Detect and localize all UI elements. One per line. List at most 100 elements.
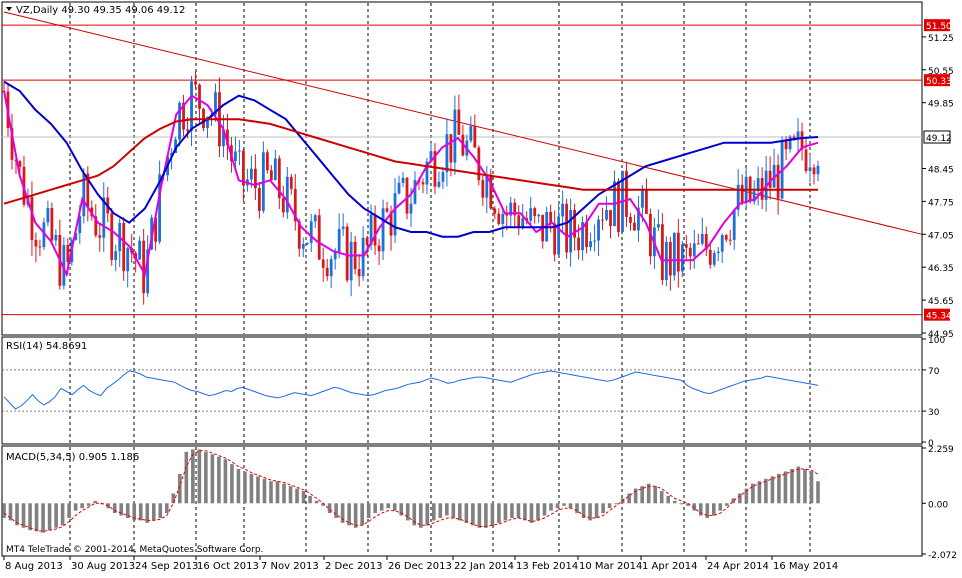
macd-bar <box>438 503 443 518</box>
macd-bar <box>425 503 430 526</box>
macd-bar <box>607 503 612 509</box>
date-label: 16 Oct 2013 <box>197 561 259 572</box>
macd-bar <box>282 483 286 504</box>
candle-body <box>54 235 58 241</box>
candle-body <box>597 219 600 241</box>
date-label: 30 Aug 2013 <box>71 561 135 572</box>
candle-body <box>429 151 433 162</box>
macd-bar <box>275 481 280 504</box>
candle-body <box>397 182 401 194</box>
level-tag-label: 51.50 <box>926 22 952 32</box>
candle-body <box>321 259 325 268</box>
macd-bar <box>738 493 742 504</box>
price-trendline[interactable] <box>3 11 923 235</box>
macd-bar <box>223 459 228 504</box>
candle-body <box>190 81 193 131</box>
candle-body <box>206 117 209 129</box>
candle-body <box>38 246 42 248</box>
rsi-reference-levels <box>2 369 922 412</box>
candle-body <box>641 190 644 208</box>
macd-bar <box>353 503 358 528</box>
macd-bar <box>484 503 488 528</box>
candle-body <box>18 161 22 167</box>
rsi-title: RSI(14) 54.8691 <box>6 341 87 352</box>
candle-body <box>142 240 146 294</box>
macd-bar <box>725 503 729 506</box>
macd-bar <box>497 503 501 523</box>
menu-triangle-icon[interactable] <box>6 7 12 11</box>
candle-body <box>752 191 756 202</box>
price-level-tags: 51.50 50.33 45.34 49.12 <box>923 19 952 322</box>
candle-body <box>656 224 660 228</box>
current-price-label: 49.12 <box>926 134 952 144</box>
macd-bar <box>21 503 26 528</box>
candle-body <box>317 215 321 260</box>
candle-body <box>98 235 102 238</box>
candle-body <box>222 129 225 147</box>
macd-bar <box>360 503 364 526</box>
candle-body <box>313 215 317 222</box>
macd-bar <box>41 503 45 533</box>
rsi-axis-label: 30 <box>928 408 940 418</box>
macd-bar <box>191 449 195 504</box>
rsi-panel[interactable]: 100 70 30 0 RSI(14) 54.8691 <box>1 336 945 449</box>
macd-bar <box>334 503 338 518</box>
candle-body <box>549 211 553 224</box>
candle-body <box>405 177 409 214</box>
date-label: 26 Dec 2013 <box>388 561 452 572</box>
candle-body <box>481 180 485 198</box>
candle-body <box>756 178 760 192</box>
candle-body <box>242 150 245 186</box>
macd-bar <box>562 503 566 506</box>
candle-body <box>676 232 680 272</box>
price-axis-label: 51.25 <box>928 34 954 44</box>
trendline <box>3 11 923 235</box>
candle-body <box>337 229 341 252</box>
price-panel[interactable]: 51.25 50.55 49.85 48.45 47.75 47.05 46.35 45.65… <box>1 1 954 340</box>
macd-bar <box>412 503 417 526</box>
current-price-tag <box>923 130 951 144</box>
candle-body <box>94 216 98 236</box>
date-label: 22 Jan 2014 <box>454 561 514 572</box>
macd-bar <box>581 503 586 518</box>
candle-body <box>74 233 78 240</box>
macd-bar <box>295 488 299 504</box>
macd-bar <box>119 503 124 516</box>
candle-body <box>501 213 505 224</box>
candle-body <box>684 244 688 248</box>
macd-bar <box>783 471 788 504</box>
macd-bar <box>712 503 716 516</box>
candle-body <box>457 109 461 135</box>
candle-body <box>269 170 273 181</box>
macd-bar <box>73 503 78 511</box>
rsi-axis-label: 100 <box>928 336 945 346</box>
macd-bar <box>744 488 749 504</box>
macd-panel[interactable]: 2.259 0.00 -2.072 MACD(5,34,5) 0.905 1.186… <box>1 445 957 561</box>
moving-average-line <box>3 90 819 278</box>
rsi-line <box>3 370 819 410</box>
macd-bar <box>165 503 169 514</box>
candle-body <box>601 219 604 221</box>
candle-body <box>593 240 596 242</box>
candle-body <box>138 240 142 260</box>
candle-body <box>198 84 201 109</box>
macd-bar <box>718 503 723 511</box>
candle-body <box>804 149 808 171</box>
candle-body <box>253 168 257 189</box>
macd-signal-series <box>3 450 819 532</box>
price-axis-label: 50.55 <box>928 67 954 77</box>
macd-bar <box>503 503 508 521</box>
macd-bar <box>321 503 325 506</box>
candle-body <box>629 216 632 223</box>
macd-bar <box>816 481 820 504</box>
price-axis-label: 45.65 <box>928 297 954 307</box>
candle-body <box>329 259 333 277</box>
candle-body <box>281 198 285 213</box>
candle-body <box>617 181 620 232</box>
price-axis-label: 46.35 <box>928 264 954 274</box>
macd-bar <box>490 503 495 526</box>
candle-body <box>238 150 241 152</box>
